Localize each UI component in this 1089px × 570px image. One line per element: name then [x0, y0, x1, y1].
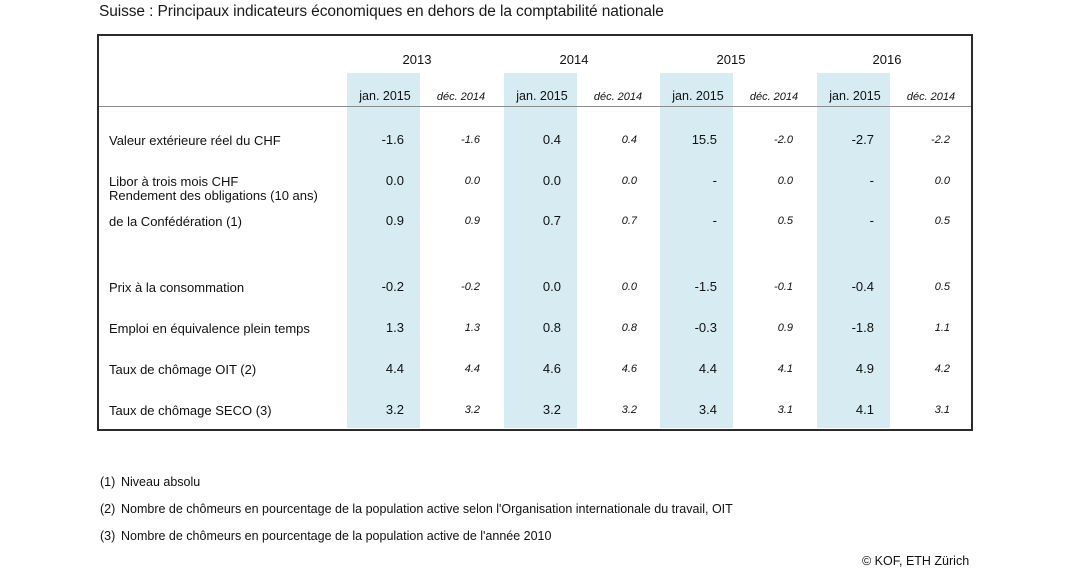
row-label: Prix à la consommation [109, 280, 245, 295]
footnote-text: Nombre de chômeurs en pourcentage de la … [121, 502, 733, 516]
table-cell: 4.6 [621, 363, 637, 375]
footnote-number: (1) [100, 475, 116, 489]
table-cell: 4.6 [542, 361, 561, 376]
table-cell: 0.4 [542, 132, 561, 147]
footnote-1: (1) Niveau absolu [100, 475, 200, 489]
col-header-2013-dec: déc. 2014 [436, 91, 486, 103]
table-cell: 3.1 [934, 404, 950, 416]
row-label: Taux de chômage SECO (3) [109, 403, 272, 418]
table-cell: 15.5 [691, 132, 717, 147]
indicator-table: 2013 2014 2015 2016 jan. 2015 déc. 2014 … [97, 34, 973, 431]
highlight-column-2013 [347, 73, 420, 428]
table-cell: 0.0 [542, 279, 561, 294]
table-cell: 0.0 [621, 281, 637, 293]
table-cell: -2.7 [851, 132, 874, 147]
footnote-number: (3) [100, 529, 116, 543]
table-cell: 4.2 [934, 363, 950, 375]
table-cell: - [712, 173, 717, 188]
table-cell: - [712, 213, 717, 228]
table-cell: 0.7 [621, 215, 637, 227]
table-cell: 3.2 [464, 404, 480, 416]
table-cell: 4.9 [855, 361, 874, 376]
col-header-2016-dec: déc. 2014 [906, 91, 956, 103]
table-cell: 3.2 [542, 402, 561, 417]
table-cell: 0.9 [385, 213, 404, 228]
table-cell: - [869, 213, 874, 228]
table-cell: 0.0 [542, 173, 561, 188]
table-cell: 0.0 [464, 175, 480, 187]
table-cell: 4.1 [855, 402, 874, 417]
table-cell: -1.8 [851, 320, 874, 335]
table-cell: -1.6 [381, 132, 404, 147]
col-header-2015-dec: déc. 2014 [749, 91, 799, 103]
footnote-text: Niveau absolu [121, 475, 201, 489]
table-cell: 1.1 [934, 322, 950, 334]
page-title: Suisse : Principaux indicateurs économiq… [99, 3, 664, 20]
table-cell: 3.1 [777, 404, 793, 416]
table-cell: 0.8 [621, 322, 637, 334]
table-cell: 0.4 [621, 134, 637, 146]
highlight-column-2015 [660, 73, 733, 428]
table-cell: -0.4 [851, 279, 874, 294]
col-header-2016-jan: jan. 2015 [829, 89, 881, 103]
row-label: Libor à trois mois CHF [109, 174, 239, 189]
highlight-column-2016 [817, 73, 890, 428]
footnote-2: (2) Nombre de chômeurs en pourcentage de … [100, 502, 733, 516]
table-cell: 3.2 [621, 404, 637, 416]
table-cell: 4.4 [385, 361, 404, 376]
footnote-number: (2) [100, 502, 116, 516]
year-header-2014: 2014 [559, 52, 589, 67]
table-cell: 0.5 [934, 215, 950, 227]
copyright: © KOF, ETH Zürich [862, 554, 970, 568]
table-cell: -1.5 [694, 279, 717, 294]
table-cell: 3.4 [698, 402, 717, 417]
table-cell: - [869, 173, 874, 188]
table-cell: -2.0 [774, 134, 793, 146]
table-cell: 4.4 [698, 361, 717, 376]
table-cell: 0.0 [621, 175, 637, 187]
row-label: Taux de chômage OIT (2) [109, 362, 257, 377]
table-cell: -1.6 [461, 134, 480, 146]
table-cell: 0.5 [777, 215, 793, 227]
col-header-2013-jan: jan. 2015 [359, 89, 411, 103]
table-cell: -0.2 [461, 281, 480, 293]
header-divider [99, 106, 971, 107]
table-cell: -0.1 [774, 281, 793, 293]
table-cell: -0.3 [694, 320, 717, 335]
row-label: Rendement des obligations (10 ans) [109, 188, 318, 203]
table-cell: 0.9 [777, 322, 793, 334]
row-label: de la Confédération (1) [109, 214, 242, 229]
table-cell: 0.9 [464, 215, 480, 227]
table-cell: 1.3 [464, 322, 480, 334]
table-cell: 3.2 [385, 402, 404, 417]
footnote-text: Nombre de chômeurs en pourcentage de la … [121, 529, 552, 543]
year-header-2016: 2016 [872, 52, 902, 67]
table-cell: -0.2 [381, 279, 404, 294]
year-header-2015: 2015 [716, 52, 746, 67]
table-cell: 0.8 [542, 320, 561, 335]
col-header-2015-jan: jan. 2015 [672, 89, 724, 103]
footnote-3: (3) Nombre de chômeurs en pourcentage de … [100, 529, 551, 543]
highlight-column-2014 [504, 73, 577, 428]
year-header-2013: 2013 [402, 52, 432, 67]
table-cell: 1.3 [385, 320, 404, 335]
table-cell: -2.2 [931, 134, 950, 146]
table-cell: 0.5 [934, 281, 950, 293]
row-label: Valeur extérieure réel du CHF [109, 133, 281, 148]
table-cell: 4.1 [777, 363, 793, 375]
table-cell: 0.7 [542, 213, 561, 228]
row-label: Emploi en équivalence plein temps [109, 321, 310, 336]
table-cell: 0.0 [385, 173, 404, 188]
table-cell: 0.0 [934, 175, 950, 187]
col-header-2014-dec: déc. 2014 [593, 91, 643, 103]
col-header-2014-jan: jan. 2015 [516, 89, 568, 103]
table-cell: 4.4 [464, 363, 480, 375]
table-cell: 0.0 [777, 175, 793, 187]
